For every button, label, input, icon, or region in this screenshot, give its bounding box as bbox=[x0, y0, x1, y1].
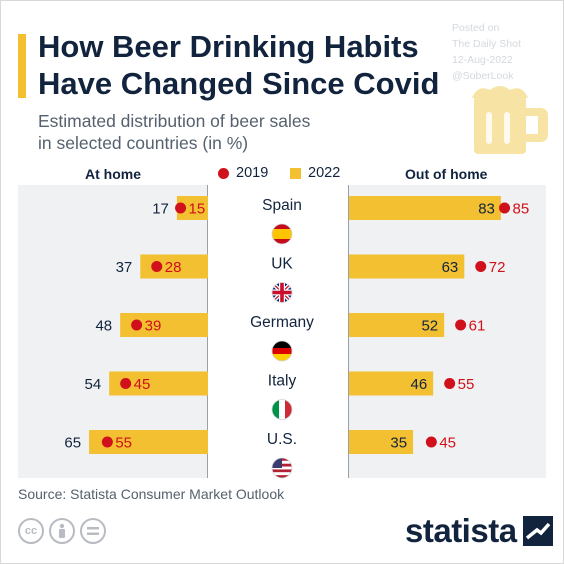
out-of-home-2022-label: 52 bbox=[421, 318, 438, 335]
at-home-2019-dot bbox=[151, 261, 163, 272]
out-of-home-2022-bar bbox=[349, 313, 445, 337]
at-home-header: At home bbox=[85, 166, 141, 182]
right-axis-line bbox=[348, 185, 349, 478]
out-of-home-2022-label: 83 bbox=[478, 201, 495, 218]
posted-date-text: 12-Aug-2022 bbox=[452, 54, 513, 66]
beer-mug-icon bbox=[472, 86, 548, 154]
at-home-2022-label: 17 bbox=[152, 201, 169, 218]
legend-2022-label: 2022 bbox=[308, 165, 341, 181]
legend-2019-label: 2019 bbox=[236, 165, 269, 181]
title-line-1: How Beer Drinking Habits bbox=[38, 29, 419, 64]
out-of-home-header: Out of home bbox=[405, 166, 488, 182]
at-home-2019-dot bbox=[101, 436, 113, 448]
subtitle-line-1: Estimated distribution of beer sales bbox=[38, 111, 311, 131]
legend-2019-dot bbox=[218, 167, 229, 179]
out-of-home-2019-dot bbox=[455, 319, 467, 331]
at-home-2022-label: 54 bbox=[84, 376, 101, 393]
posted-watermark: Posted on The Daily Shot 12-Aug-2022 @So… bbox=[452, 20, 562, 84]
italy-flag-icon bbox=[271, 399, 293, 420]
license-icons: cc bbox=[18, 518, 106, 544]
statista-logo-text: statista bbox=[405, 512, 517, 549]
posted-handle-text: @SoberLook bbox=[452, 70, 514, 82]
at-home-2019-label: 28 bbox=[165, 259, 182, 276]
at-home-2019-dot bbox=[175, 202, 187, 214]
at-home-2019-dot bbox=[131, 319, 143, 331]
out-of-home-2019-label: 55 bbox=[458, 376, 475, 393]
out-of-home-2022-label: 35 bbox=[390, 435, 407, 452]
posted-on-text: Posted on bbox=[452, 22, 500, 34]
out-of-home-2022-label: 46 bbox=[410, 376, 427, 393]
country-label: Germany bbox=[250, 314, 314, 331]
chart-title: How Beer Drinking Habits Have Changed Si… bbox=[38, 28, 468, 102]
germany-flag-icon bbox=[271, 340, 293, 362]
out-of-home-2019-dot bbox=[444, 378, 456, 389]
out-of-home-2019-dot bbox=[425, 436, 437, 448]
at-home-2022-label: 48 bbox=[95, 318, 112, 335]
legend-2019: 2019 bbox=[218, 165, 268, 181]
creative-commons-icon[interactable]: cc bbox=[18, 518, 44, 544]
source-note: Source: Statista Consumer Market Outlook bbox=[18, 486, 285, 502]
at-home-2019-label: 45 bbox=[134, 376, 151, 393]
at-home-2022-label: 65 bbox=[64, 435, 81, 452]
subtitle-line-2: in selected countries (in %) bbox=[38, 133, 249, 153]
statista-logo-mark-icon bbox=[522, 516, 553, 546]
legend-row: At home 2019 2022 Out of home bbox=[0, 164, 564, 184]
uk-flag-icon bbox=[271, 282, 293, 303]
out-of-home-2022-bar bbox=[349, 430, 414, 454]
country-label: UK bbox=[271, 256, 293, 273]
spain-flag-icon bbox=[271, 223, 293, 245]
chart-subtitle: Estimated distribution of beer sales in … bbox=[38, 110, 398, 154]
posted-site-text: The Daily Shot bbox=[452, 38, 521, 50]
out-of-home-2022-bar bbox=[349, 196, 501, 220]
out-of-home-2022-bar bbox=[349, 254, 465, 279]
title-line-2: Have Changed Since Covid bbox=[38, 66, 440, 101]
legend-2022-swatch bbox=[290, 167, 301, 179]
out-of-home-2019-label: 72 bbox=[489, 259, 506, 276]
at-home-2019-label: 55 bbox=[115, 435, 132, 452]
us-flag-icon bbox=[271, 457, 293, 479]
at-home-2019-label: 15 bbox=[189, 201, 206, 218]
at-home-2019-label: 39 bbox=[145, 318, 162, 335]
out-of-home-2019-label: 85 bbox=[513, 201, 530, 218]
statista-logo[interactable]: statista bbox=[405, 512, 553, 550]
country-label: Italy bbox=[268, 373, 297, 390]
at-home-2022-label: 37 bbox=[116, 259, 133, 276]
out-of-home-2019-label: 61 bbox=[469, 318, 486, 335]
title-accent-bar bbox=[18, 34, 26, 98]
out-of-home-2019-dot bbox=[475, 261, 487, 272]
attribution-icon[interactable] bbox=[49, 518, 75, 544]
out-of-home-2022-bar bbox=[349, 371, 434, 396]
at-home-2019-dot bbox=[120, 378, 132, 389]
legend-2022: 2022 bbox=[290, 165, 340, 181]
out-of-home-2019-label: 45 bbox=[439, 435, 456, 452]
out-of-home-2019-dot bbox=[499, 202, 511, 214]
country-label: U.S. bbox=[267, 431, 297, 448]
out-of-home-2022-label: 63 bbox=[442, 259, 459, 276]
no-derivatives-icon[interactable] bbox=[80, 518, 106, 544]
country-label: Spain bbox=[262, 197, 302, 214]
